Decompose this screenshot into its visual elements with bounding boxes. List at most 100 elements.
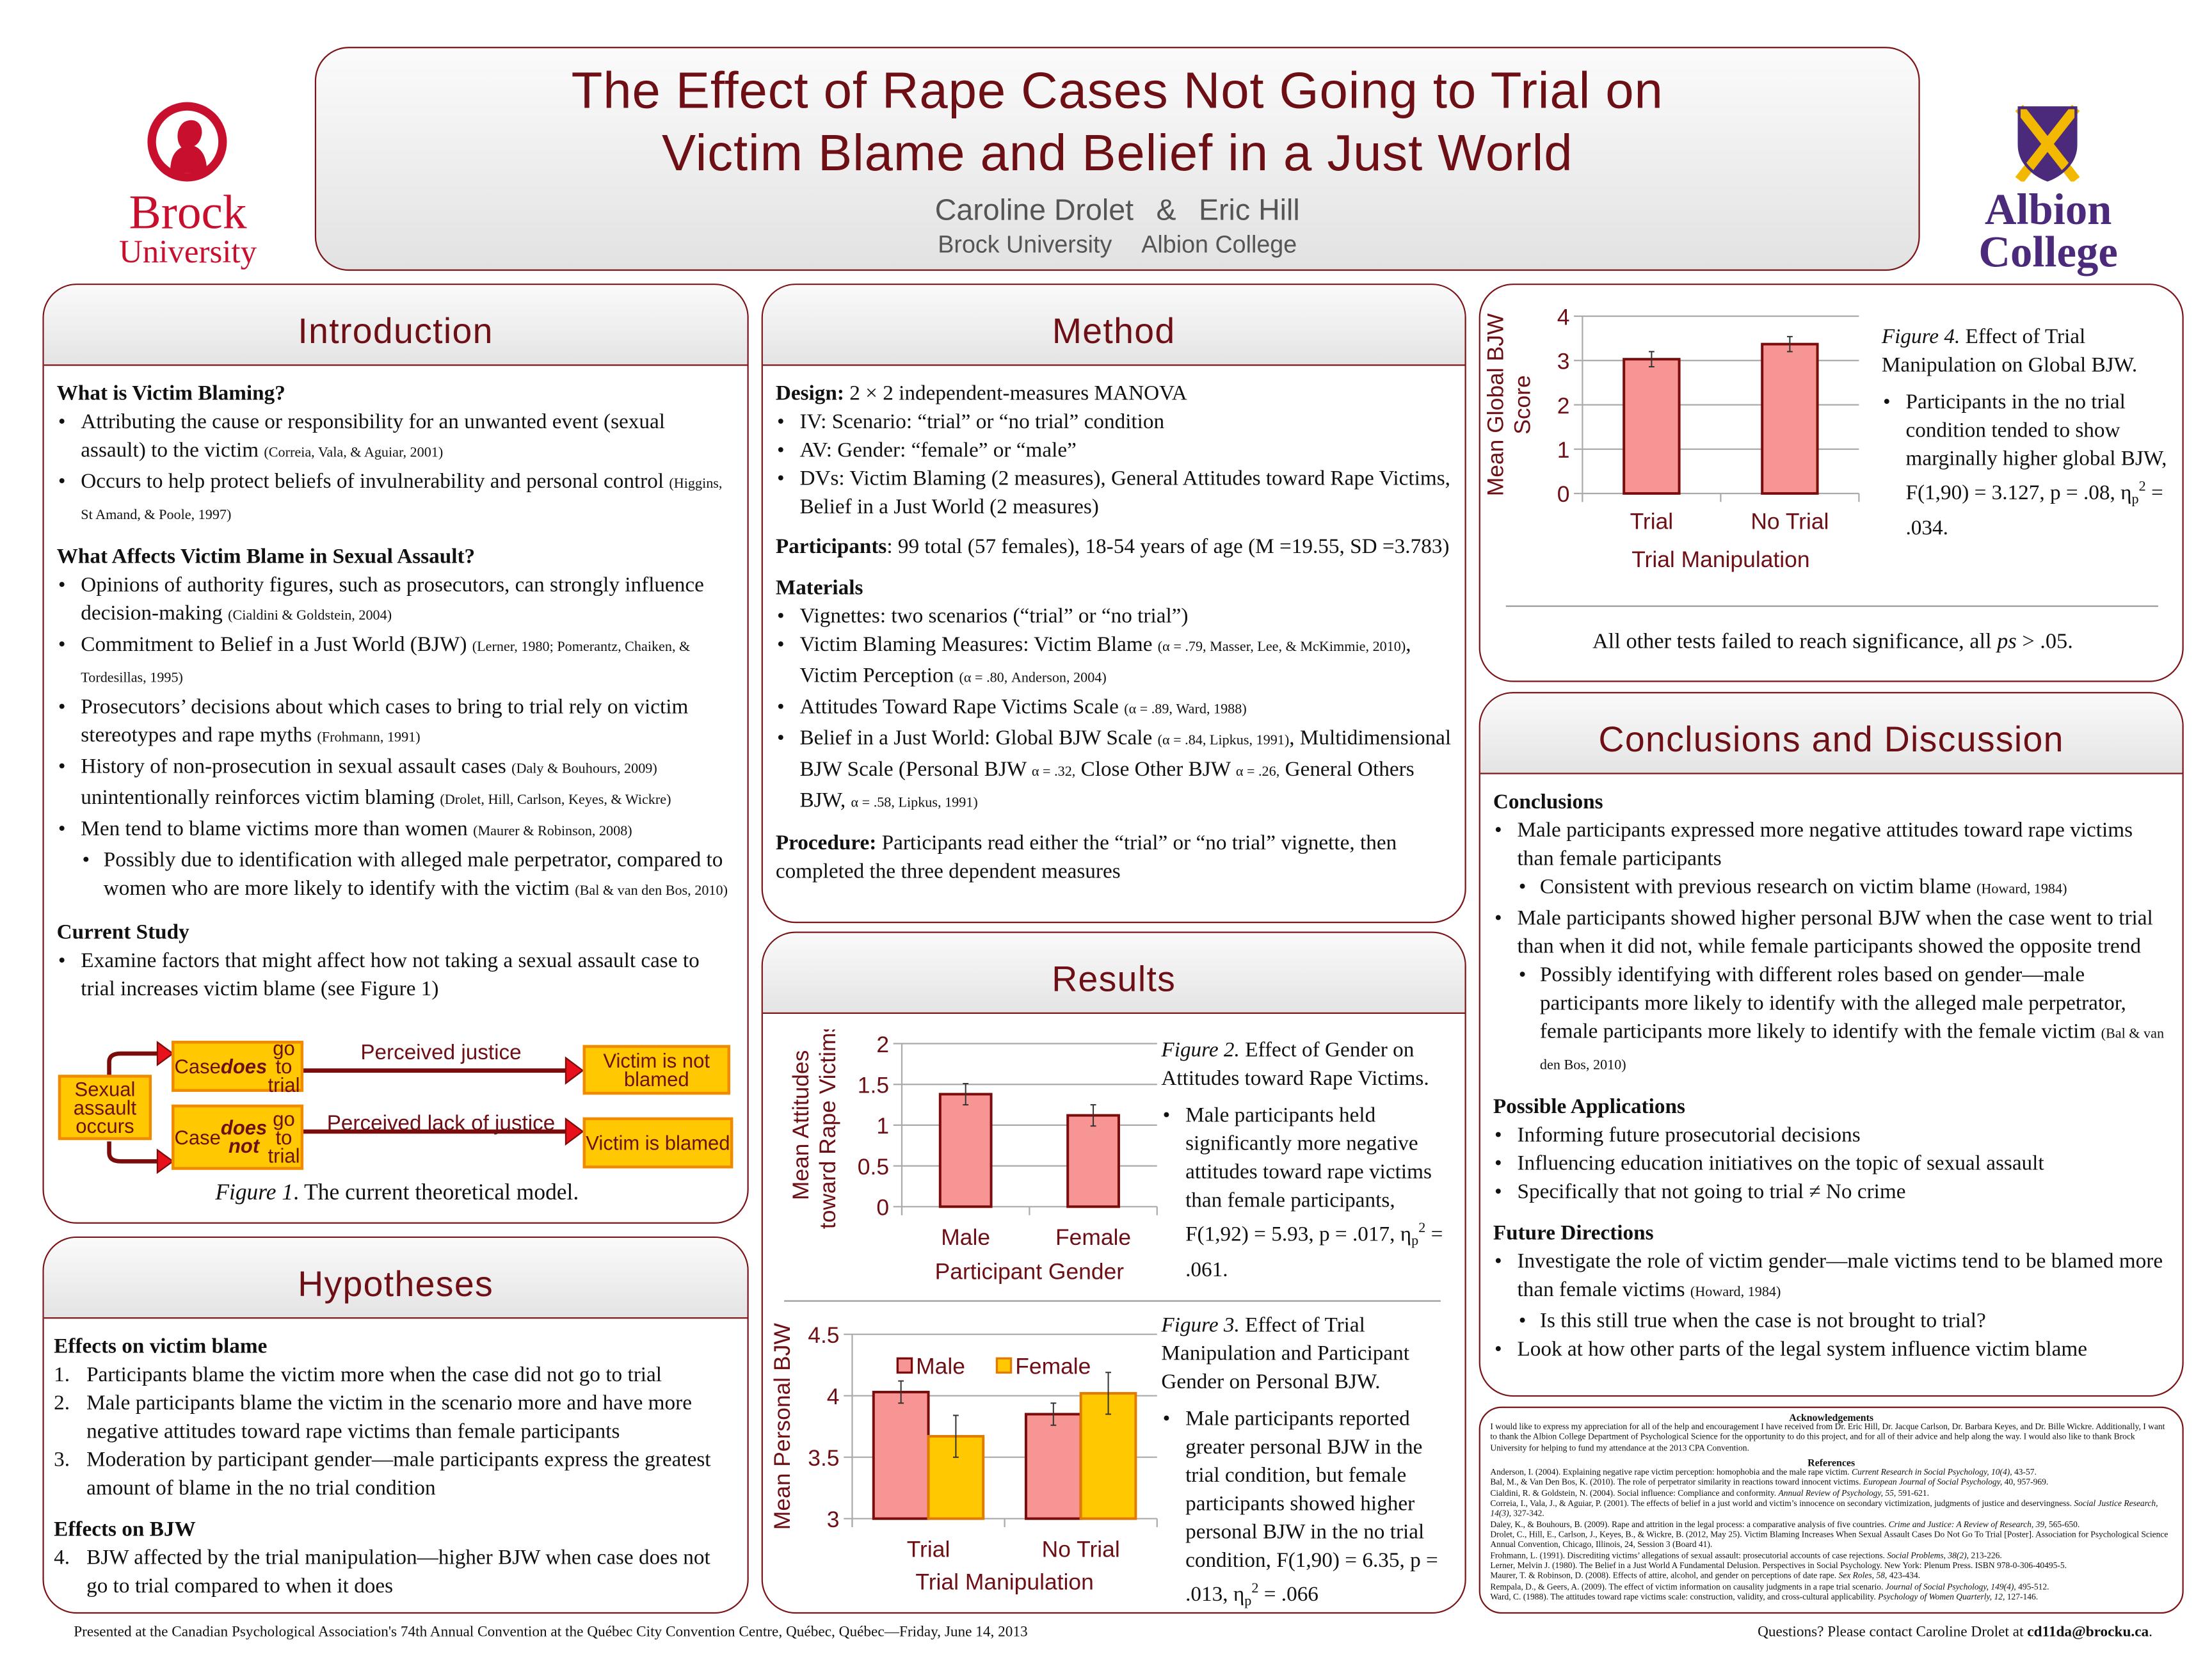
bar-attitudes-female	[1066, 1114, 1120, 1208]
x-tick-label: No Trial	[1751, 508, 1829, 534]
bullet-item: Victim Blaming Measures: Victim Blame (α…	[776, 631, 1452, 693]
x-tick-label: No Trial	[1042, 1537, 1120, 1562]
text-segment: Case	[174, 1125, 221, 1148]
introduction-panel: Introduction What is Victim Blaming? Attr…	[42, 284, 749, 1224]
text-segment: Figure 3.	[1161, 1314, 1240, 1338]
x-tick-label: Trial	[907, 1537, 950, 1562]
text-segment: 565-650.	[2046, 1521, 2080, 1530]
brock-wordmark: Brock	[129, 187, 247, 240]
text-segment: 495-512.	[2016, 1583, 2049, 1592]
item-number: 2.	[54, 1392, 70, 1415]
y-tick-label: 3.5	[808, 1445, 839, 1471]
bullet-item: Prosecutors’ decisions about which cases…	[57, 693, 735, 753]
citation: (α = .79, Masser, Lee, & McKimmie, 2010)	[1157, 639, 1406, 655]
text-segment: Attributing the cause or responsibility …	[81, 411, 665, 463]
bullet-item: Specifically that not going to trial ≠ N…	[1493, 1178, 2170, 1206]
y-tick-label: 1	[1557, 437, 1570, 463]
text-segment: 2	[2138, 479, 2146, 495]
text-segment: Conclusions	[1493, 791, 1603, 814]
text-segment: p	[1244, 1594, 1252, 1610]
y-tick-label: 1	[876, 1113, 889, 1139]
figure-2-caption: Figure 2. Effect of Gender on Attitudes …	[1161, 1036, 1459, 1285]
box-case-not-to-trial: Case does not go to trial	[172, 1104, 304, 1170]
divider	[1505, 605, 2158, 607]
y-tick-label: 2	[1557, 393, 1570, 419]
box-sexual-assault: Sexual assault occurs	[58, 1075, 152, 1141]
y-axis-label: Mean Attitudes	[788, 1050, 813, 1200]
numbered-item: 2. Male participants blame the victim in …	[54, 1390, 734, 1447]
section-subheading: Conclusions	[1493, 789, 2170, 817]
references-title: References	[1807, 1457, 1855, 1470]
albion-shield-icon	[2015, 104, 2080, 184]
citation: (α = .89, Ward, 1988)	[1124, 701, 1247, 717]
text-segment: Sex Roles, 58,	[1838, 1573, 1887, 1582]
text-segment: does	[220, 1054, 268, 1077]
text-segment: DVs: Victim Blaming (2 measures), Genera…	[799, 468, 1450, 519]
citation: (Frohmann, 1991)	[317, 730, 421, 746]
bullet-item: Attitudes Toward Rape Victims Scale (α =…	[776, 693, 1452, 725]
text-segment: Male participants expressed more negativ…	[1517, 819, 2133, 871]
poster-header: The Effect of Rape Cases Not Going to Tr…	[314, 47, 1920, 271]
text-segment: Case	[174, 1054, 221, 1077]
divider	[784, 1300, 1441, 1302]
text-segment: 40, 957-969.	[2002, 1479, 2049, 1488]
hypotheses-body: Effects on victim blame 1. Participants bl…	[44, 1318, 748, 1601]
text-segment: Possibly identifying with different role…	[1539, 964, 2126, 1044]
legend-label: Female	[1015, 1354, 1091, 1379]
numbered-item: 3. Moderation by participant gender—male …	[54, 1447, 734, 1503]
caption-label: Figure 1	[215, 1181, 294, 1206]
text-segment: Look at how other parts of the legal sys…	[1517, 1338, 2087, 1361]
text-segment: go to trial	[268, 1036, 300, 1096]
bullet-item: Men tend to blame victims more than wome…	[57, 815, 735, 847]
nonsignificant-note: All other tests failed to reach signific…	[1480, 630, 2183, 655]
y-axis-label: toward Rape Victims	[815, 1029, 840, 1229]
acknowledgements-references-panel: Acknowledgements I would like to express…	[1479, 1406, 2184, 1614]
error-bar	[1648, 351, 1655, 367]
affiliation: Albion College	[1141, 231, 1297, 259]
bullet-item: Examine factors that might affect how no…	[57, 947, 735, 1004]
citation: (Howard, 1984)	[1690, 1285, 1781, 1301]
text-segment: Men tend to blame victims more than wome…	[81, 818, 474, 841]
item-number: 1.	[54, 1364, 70, 1387]
author-name: Eric Hill	[1199, 194, 1300, 227]
text-segment: Drolet, C., Hill, E., Carlson, J., Keyes…	[1490, 1531, 2168, 1551]
section-subheading: Effects on BJW	[54, 1516, 734, 1544]
text-segment: Frohmann, L. (1991). Discrediting victim…	[1490, 1552, 1887, 1561]
section-title: Method	[762, 285, 1465, 366]
bar-global-bjw-trial	[1623, 358, 1681, 495]
reference-item: Frohmann, L. (1991). Discrediting victim…	[1490, 1552, 2172, 1562]
error-bar	[1786, 335, 1793, 353]
text-segment: What Affects Victim Blame in Sexual Assa…	[56, 545, 476, 569]
citation: (α = .84, Lipkus, 1991)	[1157, 733, 1290, 749]
text-segment: Procedure:	[775, 832, 877, 855]
text-segment: Prosecutors’ decisions about which cases…	[81, 696, 689, 748]
text-segment: Informing future prosecutorial decisions	[1517, 1124, 1861, 1148]
text-segment: Effect of Trial Manipulation on Global B…	[1881, 326, 2138, 378]
text-segment: = .061.	[1185, 1223, 1443, 1282]
text-segment: Cialdini, R. & Goldstein, N. (2004). Soc…	[1490, 1489, 1779, 1499]
legend-swatch	[995, 1357, 1013, 1374]
text-segment: 423-434.	[1887, 1573, 1921, 1582]
arrow-to-no-trial	[107, 1141, 157, 1164]
text-segment: Male participants reported greater perso…	[1185, 1407, 1438, 1607]
contact-email[interactable]: cd11da@brocku.ca	[2027, 1624, 2149, 1641]
figure-3-caption: Figure 3. Effect of Trial Manipulation a…	[1161, 1311, 1459, 1612]
arrowhead-icon	[565, 1117, 584, 1146]
text-segment: Participants blame the victim more when …	[86, 1364, 662, 1387]
text-segment: Attitudes Toward Rape Victims Scale	[799, 696, 1125, 719]
text-segment: Participants read either the “trial” or …	[775, 832, 1397, 884]
arrowhead-icon	[565, 1056, 584, 1085]
text-segment: Male participants blame the victim in th…	[86, 1392, 692, 1444]
text-segment: Design:	[775, 383, 844, 406]
citation: (Lerner, 1980; Pomerantz, Chaiken, & Tor…	[81, 639, 691, 687]
bullet-item: History of non-prosecution in sexual ass…	[57, 753, 735, 815]
sub-bullet-item: Consistent with previous research on vic…	[1493, 874, 2170, 905]
text-segment: Possibly due to identification with alle…	[103, 849, 723, 901]
poster-title: The Effect of Rape Cases Not Going to Tr…	[316, 60, 1918, 184]
paragraph: Design: 2 × 2 independent-measures MANOV…	[776, 380, 1452, 408]
error-bar	[1105, 1372, 1111, 1415]
text-segment: Close Other BJW	[1075, 758, 1236, 781]
bullet-item: Belief in a Just World: Global BJW Scale…	[776, 725, 1452, 818]
section-subheading: Future Directions	[1493, 1219, 2170, 1247]
arrowhead-icon	[156, 1148, 175, 1174]
